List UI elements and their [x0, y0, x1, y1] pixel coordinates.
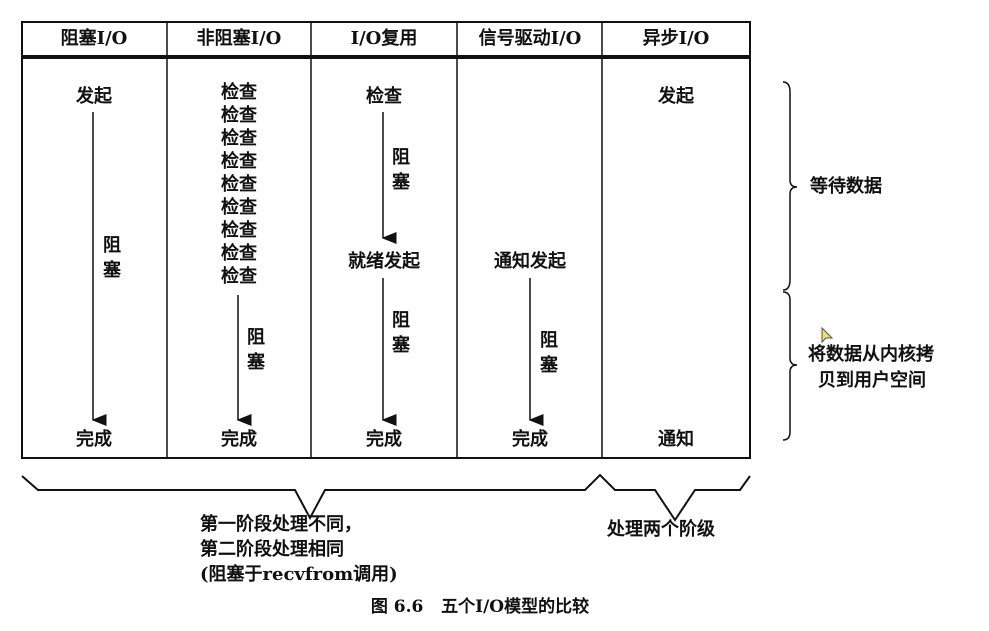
nonblocking-checks: 检查 检查 检查 检查 检查 检查 检查 检查 检查	[221, 81, 257, 288]
label-copy-1: 将数据从内核拷	[808, 344, 934, 365]
signal-block: 阻塞	[540, 330, 558, 376]
header-nonblocking: 非阻塞I/O	[196, 28, 282, 49]
async-start: 发起	[658, 86, 694, 107]
brace-wait	[782, 81, 798, 291]
blocking-done: 完成	[76, 429, 112, 450]
bottom-brace	[21, 473, 751, 522]
check: 检查	[221, 105, 257, 126]
table-border	[21, 21, 751, 459]
header-async: 异步I/O	[642, 28, 710, 49]
mux-block-1: 阻塞	[392, 147, 410, 193]
check: 检查	[221, 151, 257, 172]
nonblocking-done: 完成	[221, 429, 257, 450]
figure-caption: 图 6.6 五个I/O模型的比较	[370, 597, 590, 617]
check: 检查	[221, 220, 257, 241]
bottom-left-1: 第一阶段处理不同，	[200, 514, 362, 535]
check: 检查	[221, 174, 257, 195]
label-copy-2: 贝到用户空间	[818, 370, 926, 391]
blocking-start: 发起	[76, 86, 112, 107]
mouse-cursor-icon	[821, 326, 834, 344]
header-blocking: 阻塞I/O	[60, 28, 128, 49]
bottom-right: 处理两个阶级	[607, 519, 715, 540]
mux-ready: 就绪发起	[348, 251, 420, 272]
nonblocking-block: 阻塞	[247, 327, 265, 373]
blocking-block: 阻塞	[103, 235, 121, 281]
async-notify: 通知	[658, 429, 694, 450]
header-multiplexing: I/O复用	[350, 28, 418, 49]
signal-notify: 通知发起	[494, 251, 566, 272]
check: 检查	[221, 128, 257, 149]
brace-copy	[782, 291, 798, 441]
mux-check: 检查	[366, 86, 402, 107]
check: 检查	[221, 266, 257, 287]
check: 检查	[221, 197, 257, 218]
label-wait-data: 等待数据	[810, 176, 882, 197]
check: 检查	[221, 82, 257, 103]
header-signal: 信号驱动I/O	[478, 28, 582, 49]
bottom-left-3: (阻塞于recvfrom调用)	[200, 564, 398, 585]
mux-block-2: 阻塞	[392, 310, 410, 356]
bottom-left-2: 第二阶段处理相同	[200, 539, 344, 560]
check: 检查	[221, 243, 257, 264]
signal-done: 完成	[512, 429, 548, 450]
mux-done: 完成	[366, 429, 402, 450]
